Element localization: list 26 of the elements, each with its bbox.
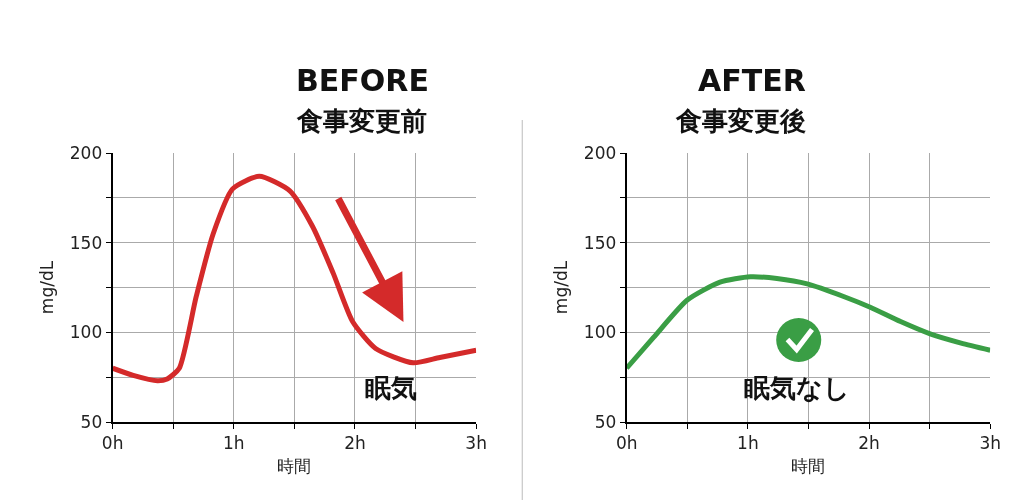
chart-subtitle: 食事変更前 xyxy=(296,106,427,136)
y-tick-label: 200 xyxy=(69,142,103,163)
x-tick-label: 0h xyxy=(101,433,124,454)
x-tick-label: 1h xyxy=(737,433,759,454)
y-tick-label: 100 xyxy=(583,322,617,343)
chart-subtitle: 食事変更後 xyxy=(675,106,806,136)
chart-title: AFTER xyxy=(698,63,806,98)
annotation: 眠気 xyxy=(365,373,417,403)
x-axis-title: 時間 xyxy=(791,456,826,477)
y-tick-label: 150 xyxy=(69,232,103,253)
y-axis-title: mg/dL xyxy=(550,260,571,315)
x-tick-label: 3h xyxy=(465,433,487,454)
x-tick-label: 3h xyxy=(979,433,1001,454)
x-tick-label: 0h xyxy=(615,433,638,454)
annotation: 眠気なし xyxy=(744,373,850,403)
y-tick-label: 50 xyxy=(80,411,103,432)
y-tick-label: 150 xyxy=(583,232,617,253)
x-tick-label: 2h xyxy=(858,433,880,454)
chart-title: BEFORE xyxy=(296,63,429,98)
x-tick-label: 1h xyxy=(223,433,245,454)
y-tick-label: 50 xyxy=(594,411,617,432)
y-tick-label: 200 xyxy=(583,142,617,163)
y-tick-label: 100 xyxy=(69,322,103,343)
x-axis-title: 時間 xyxy=(277,456,312,477)
y-axis-title: mg/dL xyxy=(36,260,57,315)
x-tick-label: 2h xyxy=(344,433,366,454)
